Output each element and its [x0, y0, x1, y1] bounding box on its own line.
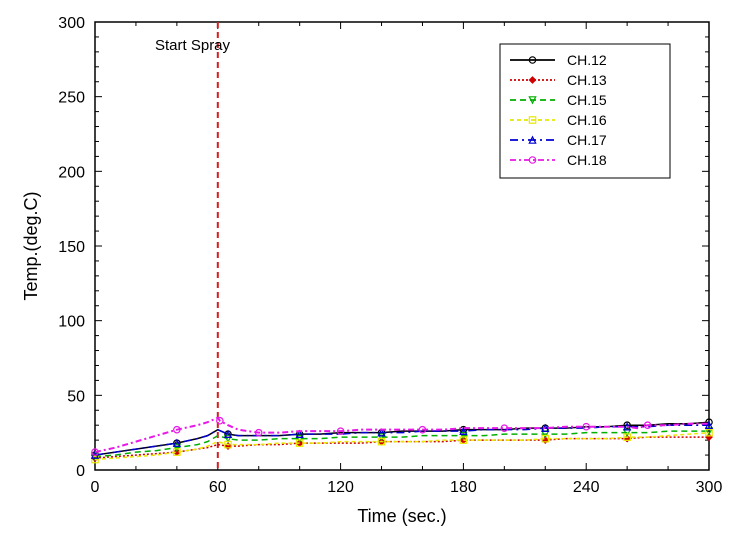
svg-text:100: 100: [58, 314, 85, 331]
svg-text:50: 50: [67, 388, 85, 405]
svg-text:180: 180: [450, 479, 477, 496]
svg-text:250: 250: [58, 90, 85, 107]
svg-text:200: 200: [58, 164, 85, 181]
chart-svg: 0 60 120 180 240 300 0 50 100 150 200 250 300 Time (s…: [0, 0, 738, 537]
svg-text:CH.16: CH.16: [567, 112, 607, 128]
svg-text:CH.17: CH.17: [567, 132, 607, 148]
svg-text:CH.12: CH.12: [567, 52, 607, 68]
svg-text:Time (sec.): Time (sec.): [357, 506, 446, 526]
svg-text:300: 300: [696, 479, 723, 496]
svg-text:0: 0: [91, 479, 100, 496]
temperature-chart: 0 60 120 180 240 300 0 50 100 150 200 250 300 Time (s…: [0, 0, 738, 537]
svg-text:60: 60: [209, 479, 227, 496]
svg-text:0: 0: [76, 463, 85, 480]
svg-text:CH.15: CH.15: [567, 92, 607, 108]
svg-text:CH.13: CH.13: [567, 72, 607, 88]
svg-text:CH.18: CH.18: [567, 152, 607, 168]
svg-text:300: 300: [58, 15, 85, 32]
svg-text:Start Spray: Start Spray: [155, 37, 231, 54]
svg-text:120: 120: [327, 479, 354, 496]
svg-text:240: 240: [573, 479, 600, 496]
svg-text:Temp.(deg.C): Temp.(deg.C): [21, 191, 41, 300]
svg-text:150: 150: [58, 239, 85, 256]
